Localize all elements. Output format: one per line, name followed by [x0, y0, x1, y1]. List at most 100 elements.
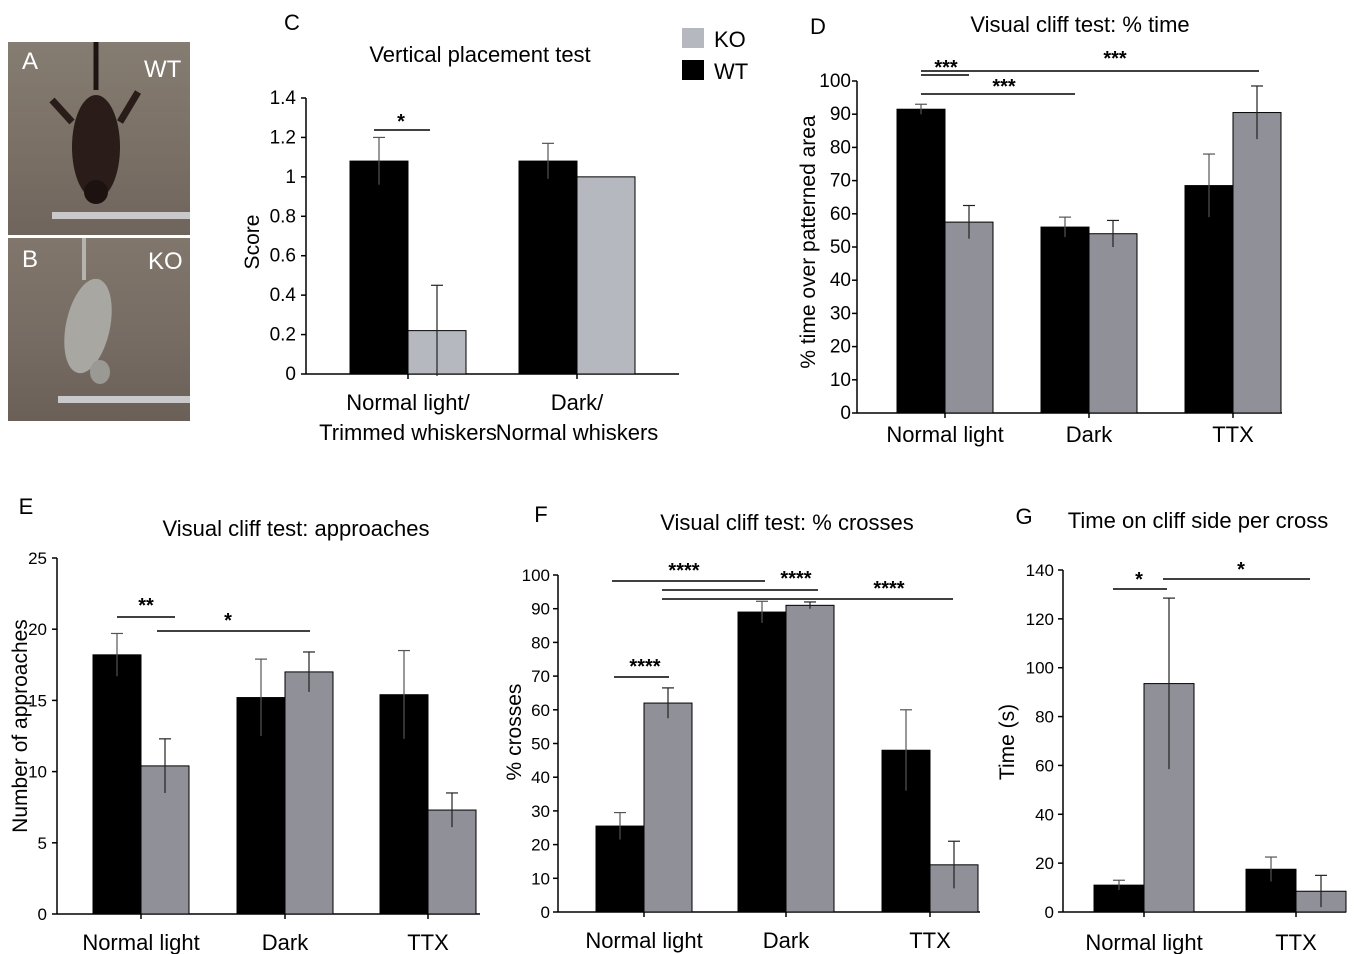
chart-d-y-tick-label: 80	[830, 137, 851, 158]
chart-g-y-tick-label: 140	[1026, 561, 1054, 580]
legend-swatch-wt	[682, 60, 704, 80]
chart-g-y-tick-label: 120	[1026, 610, 1054, 629]
chart-f-significance-label: ****	[873, 578, 904, 600]
chart-e-bar-ko	[284, 671, 334, 915]
chart-g-title: Time on cliff side per cross	[1068, 508, 1328, 533]
chart-g-significance-label: *	[1237, 559, 1245, 581]
chart-f-y-tick-label: 0	[541, 903, 550, 922]
chart-c-y-tick-label: 0	[285, 364, 296, 385]
chart-d-bar-wt	[1184, 185, 1234, 414]
chart-e-category-label: TTX	[407, 930, 449, 954]
chart-f-title: Visual cliff test: % crosses	[660, 510, 914, 535]
chart-f-bar-ko	[643, 702, 693, 913]
chart-f-y-tick-label: 50	[531, 735, 550, 754]
photo-a-letter: A	[22, 48, 39, 75]
chart-d-y-tick-label: 60	[830, 204, 851, 225]
legend-swatch-ko	[682, 28, 704, 48]
chart-g-y-tick-label: 100	[1026, 659, 1054, 678]
chart-c-ylabel: Score	[241, 215, 264, 270]
chart-c-category-label: Normal light/	[346, 390, 470, 415]
chart-e-significance-label: *	[224, 610, 232, 632]
chart-f-bar-ko	[929, 864, 979, 913]
panel-g-letter: G	[1015, 504, 1032, 529]
chart-c-category-label: Normal whiskers	[496, 420, 659, 445]
chart-d-y-tick-label: 70	[830, 171, 851, 192]
chart-g-y-tick-label: 40	[1035, 805, 1054, 824]
chart-g-y-tick-label: 60	[1035, 756, 1054, 775]
chart-f-bar-wt	[737, 611, 787, 913]
chart-f-category-label: Dark	[763, 928, 810, 953]
mouse-ko-illustration	[58, 238, 190, 403]
chart-f-y-tick-label: 80	[531, 633, 550, 652]
chart-f-y-tick-label: 100	[522, 566, 550, 585]
panel-f-letter: F	[534, 502, 547, 527]
chart-d-bar-ko	[944, 221, 994, 414]
mouse-wt-illustration	[49, 42, 190, 219]
chart-f-y-tick-label: 40	[531, 768, 550, 787]
photo-a-tag: WT	[144, 56, 182, 83]
photo-b-tag: KO	[148, 248, 183, 275]
chart-g-category-label: TTX	[1275, 930, 1317, 954]
chart-c-y-tick-label: 0.6	[270, 246, 296, 267]
chart-c-y-tick-label: 0.8	[270, 206, 296, 227]
chart-d-bar-wt	[896, 108, 946, 414]
chart-g-y-tick-label: 80	[1035, 708, 1054, 727]
chart-c-y-tick-label: 0.4	[270, 285, 297, 306]
chart-d-bar-ko	[1232, 112, 1282, 414]
chart-d-significance-label: ***	[1103, 48, 1127, 70]
photo-a-wt: A WT	[8, 42, 190, 235]
chart-c-y-tick-label: 0.2	[270, 325, 296, 346]
chart-d-y-tick-label: 100	[819, 71, 851, 92]
chart-d-bar-ko	[1088, 233, 1138, 414]
chart-f-y-tick-label: 20	[531, 836, 550, 855]
chart-c-bar-ko	[576, 176, 636, 375]
chart-d-significance-label: ***	[992, 76, 1016, 98]
chart-d-bar-wt	[1040, 226, 1090, 414]
chart-d-y-tick-label: 10	[830, 370, 851, 391]
chart-f-significance-label: ****	[629, 656, 660, 678]
chart-f-y-tick-label: 10	[531, 869, 550, 888]
chart-d-category-label: Dark	[1066, 422, 1113, 447]
chart-e-significance-label: **	[138, 595, 154, 617]
panel-c-letter: C	[284, 10, 300, 35]
chart-d-y-tick-label: 40	[830, 270, 851, 291]
chart-f-bar-ko	[785, 604, 835, 913]
chart-e-ylabel: Number of approaches	[9, 619, 32, 833]
legend-label-wt: WT	[714, 59, 748, 84]
chart-c-category-label: Trimmed whiskers	[319, 420, 497, 445]
chart-g-significance-label: *	[1135, 569, 1143, 591]
chart-d-y-tick-label: 0	[840, 403, 851, 424]
chart-c-bar-wt	[349, 160, 409, 375]
photo-b-ko: B KO	[8, 238, 190, 421]
chart-e-y-tick-label: 20	[28, 620, 47, 639]
chart-c-bar-wt	[518, 160, 578, 375]
chart-d-title: Visual cliff test: % time	[970, 12, 1189, 37]
chart-d-y-tick-label: 30	[830, 303, 851, 324]
chart-f-significance-label: ****	[780, 568, 811, 590]
chart-e-category-label: Dark	[262, 930, 309, 954]
chart-f-ylabel: % crosses	[503, 684, 526, 781]
chart-f-y-tick-label: 30	[531, 802, 550, 821]
chart-f-significance-label: ****	[668, 560, 699, 582]
chart-e-y-tick-label: 25	[28, 549, 47, 568]
chart-d-y-tick-label: 90	[830, 104, 851, 125]
chart-e-y-tick-label: 0	[38, 905, 47, 924]
chart-d-ylabel: % time over patterned area	[797, 115, 820, 369]
chart-e-y-tick-label: 10	[28, 763, 47, 782]
chart-d-category-label: TTX	[1212, 422, 1254, 447]
chart-e-bar-wt	[92, 654, 142, 915]
chart-c-category-label: Dark/	[551, 390, 604, 415]
chart-g-y-tick-label: 0	[1045, 903, 1054, 922]
chart-f-category-label: TTX	[909, 928, 951, 953]
photo-b-letter: B	[22, 246, 39, 273]
chart-g-category-label: Normal light	[1085, 930, 1202, 954]
chart-c-y-tick-label: 1	[285, 167, 296, 188]
chart-c-y-tick-label: 1.2	[270, 127, 296, 148]
chart-g-y-tick-label: 20	[1035, 854, 1054, 873]
chart-e-y-tick-label: 15	[28, 691, 47, 710]
chart-c-y-tick-label: 1.4	[270, 88, 297, 109]
chart-f-category-label: Normal light	[585, 928, 702, 953]
chart-g-ylabel: Time (s)	[996, 704, 1019, 780]
panel-d-letter: D	[810, 14, 826, 39]
